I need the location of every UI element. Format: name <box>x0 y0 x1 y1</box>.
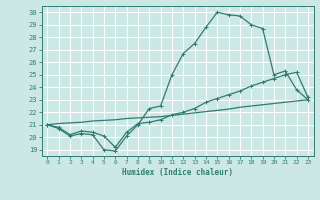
X-axis label: Humidex (Indice chaleur): Humidex (Indice chaleur) <box>122 168 233 177</box>
